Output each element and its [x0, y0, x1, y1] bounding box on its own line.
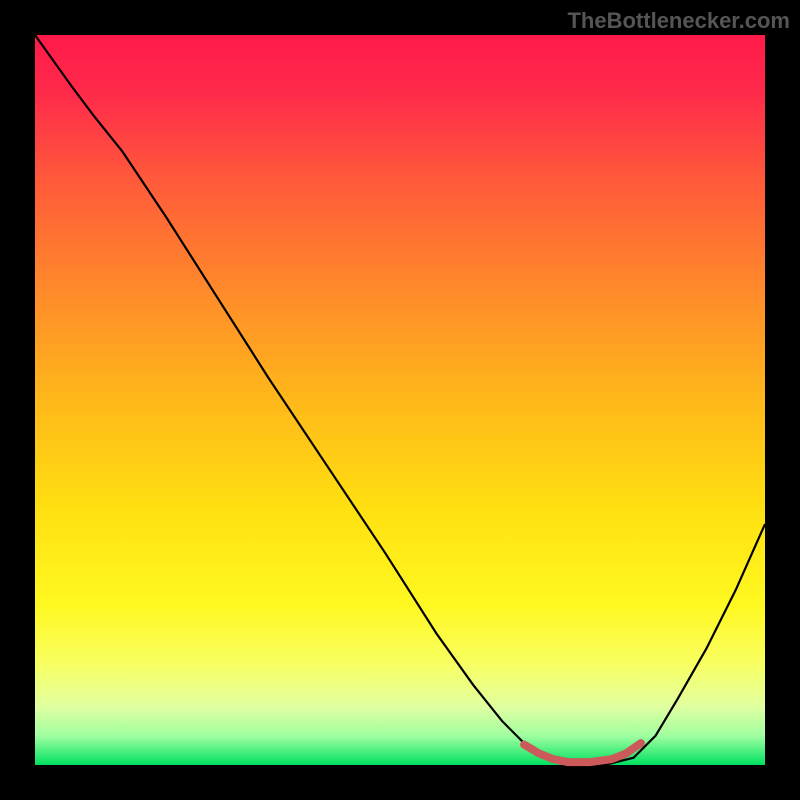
gradient-background — [35, 35, 765, 765]
watermark-text: TheBottlenecker.com — [567, 8, 790, 34]
chart-svg — [0, 0, 800, 800]
chart-container: TheBottlenecker.com — [0, 0, 800, 800]
